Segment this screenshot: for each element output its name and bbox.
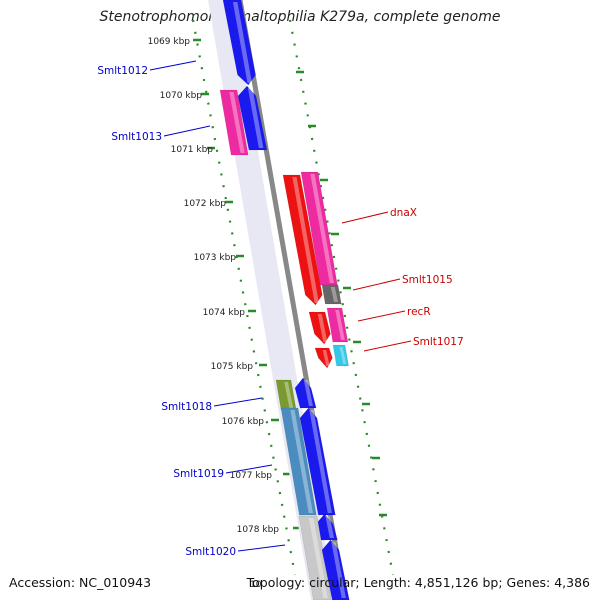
leader-line xyxy=(237,544,286,552)
gene-recr xyxy=(308,311,331,345)
topology-label: Topology: circular; Length: 4,851,126 bp… xyxy=(246,575,590,590)
gene-smlt1013 xyxy=(219,89,249,156)
ruler-label: 1074 kbp xyxy=(203,308,246,318)
gene-smlt1019 xyxy=(280,407,317,516)
gene-smlt1018 xyxy=(275,379,297,411)
map-title: Stenotrophomonas maltophilia K279a, comp… xyxy=(99,9,501,25)
ruler-label: 1075 kbp xyxy=(211,362,254,372)
gene-smlt1013-fwd xyxy=(237,85,268,151)
gene-features xyxy=(219,0,350,600)
leader-line xyxy=(213,397,263,407)
leader-line xyxy=(357,310,406,322)
ruler-label: 1071 kbp xyxy=(171,145,214,155)
gene-labels: 1069 kbp 1070 kbp 1071 kbp 1072 kbp 1073 kbp… xyxy=(97,37,463,590)
ruler-label: 1073 kbp xyxy=(194,253,237,263)
ruler-label-partial: 10 xyxy=(250,580,262,590)
gene-smlt1019-fwd xyxy=(299,407,336,516)
gene-label-right: Smlt1015 xyxy=(402,274,453,286)
gene-smlt1015-alt xyxy=(321,284,342,305)
gene-smlt1017-alt xyxy=(332,344,349,367)
leader-line xyxy=(225,464,273,474)
leader-line xyxy=(363,340,412,352)
tick-marks xyxy=(191,19,395,576)
gene-label-left: Smlt1019 xyxy=(173,468,224,480)
ruler-label: 1077 kbp xyxy=(230,471,273,481)
gene-label-left: Smlt1020 xyxy=(185,546,236,558)
gene-label-left: Smlt1013 xyxy=(111,131,162,143)
leader-line xyxy=(149,60,197,71)
leader-line xyxy=(163,125,211,137)
gene-dnax xyxy=(282,174,323,306)
ruler-label: 1072 kbp xyxy=(184,199,227,209)
gene-smlt1012 xyxy=(222,0,256,86)
gene-label-left: Smlt1018 xyxy=(161,401,212,413)
ruler-label: 1069 kbp xyxy=(148,37,191,47)
ruler-label: 1070 kbp xyxy=(160,91,203,101)
gene-label-right: dnaX xyxy=(390,207,417,219)
ruler-label: 1076 kbp xyxy=(222,417,265,427)
accession-label: Accession: NC_010943 xyxy=(9,575,152,590)
ruler-label: 1078 kbp xyxy=(237,525,280,535)
gene-label-right: recR xyxy=(407,306,431,318)
gene-label-left: Smlt1012 xyxy=(97,65,148,77)
gene-label-right: Smlt1017 xyxy=(413,336,464,348)
gene-smlt1017 xyxy=(314,347,333,369)
gene-smlt1021-fwd xyxy=(321,539,350,600)
gene-smlt1020 xyxy=(298,515,332,600)
gene-recr-alt xyxy=(326,307,349,343)
leader-line xyxy=(352,278,401,291)
leader-line xyxy=(341,211,389,224)
gene-smlt1018-fwd xyxy=(294,377,317,409)
